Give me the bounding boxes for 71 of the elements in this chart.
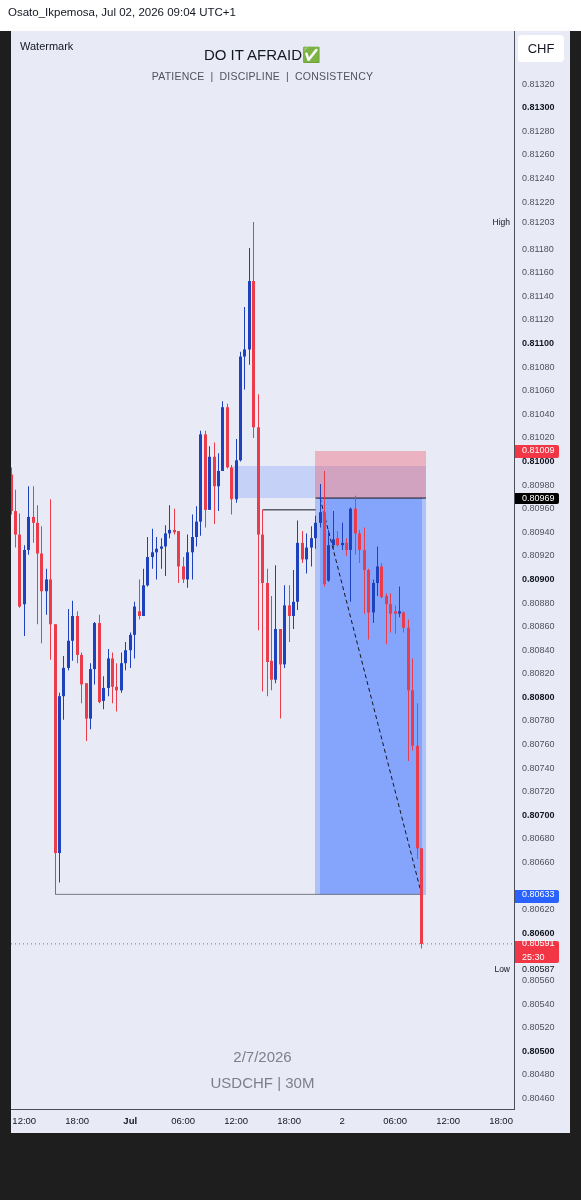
y-tick-label: 0.81000 — [522, 455, 555, 466]
text: PATIENCE | DISCIPLINE | CONSISTENCY — [150, 70, 375, 83]
y-tick-label: 0.80680 — [522, 833, 555, 844]
y-axis-title: CHF — [527, 41, 555, 56]
y-tick-label: 0.80700 — [522, 809, 555, 820]
x-tick-label: 06:00 — [171, 1115, 196, 1127]
y-tick-label: 0.80880 — [522, 597, 555, 608]
y-tick-label: 0.80500 — [522, 1045, 555, 1056]
x-tick-label: 06:00 — [383, 1115, 407, 1127]
y-tick-label: 0.80460 — [522, 1092, 555, 1103]
y-tick-label: 0.80980 — [522, 479, 555, 490]
y-tick-label: 0.81280 — [522, 125, 555, 136]
y-tick-label: 0.80960 — [522, 503, 555, 514]
y-tick-label: 0.81100 — [522, 338, 555, 349]
y-tick-label: 0.80760 — [522, 739, 555, 750]
x-tick-label: 2 — [339, 1115, 345, 1127]
y-tick-label: 0.80860 — [522, 621, 555, 632]
text: Osato_Ikpemosa, Jul 02, 2026 09:04 UTC+1 — [8, 6, 237, 20]
y-tick-label: 0.80940 — [522, 526, 555, 537]
y-tick-label: 0.81320 — [522, 78, 555, 89]
y-tick-label: 0.81220 — [522, 196, 555, 207]
y-tick-label: 0.80660 — [522, 856, 555, 867]
y-tick-label: 0.80780 — [522, 715, 555, 726]
annotation: High — [491, 217, 510, 228]
y-tick-label: 0.80540 — [522, 998, 555, 1009]
annotation: Watermark — [20, 40, 74, 52]
candlestick — [394, 605, 397, 634]
x-tick-label: 18:00 — [489, 1115, 513, 1127]
y-tick-label: 0.81160 — [522, 267, 554, 278]
y-tick-label: 0.80720 — [522, 786, 555, 797]
y-tick-label: 0.81080 — [522, 361, 555, 372]
annotation: Low — [493, 964, 510, 975]
y-tick-label: 0.80820 — [522, 668, 555, 679]
annotation: 2/7/2026 — [232, 1048, 293, 1066]
y-tick-label: 0.81120 — [522, 314, 554, 325]
y-tick-label: 0.81020 — [522, 432, 555, 443]
y-tick-label: 0.80600 — [522, 927, 555, 938]
y-tick-label: 0.80920 — [522, 550, 555, 561]
text: 0.80587 — [522, 963, 556, 975]
y-tick-label: 0.81180 — [522, 243, 554, 254]
y-tick-label: 0.80560 — [522, 974, 555, 985]
y-tick-label: 0.80591 — [522, 938, 555, 949]
y-tick-label: 0.81260 — [522, 149, 555, 160]
y-tick-label: 0.80800 — [522, 691, 555, 702]
x-tick-label: 12:00 — [224, 1115, 249, 1127]
text: 25:30 — [522, 951, 546, 963]
y-tick-label: 0.80840 — [522, 644, 555, 655]
y-tick-label: 0.81300 — [522, 102, 555, 113]
y-tick-label: 0.81203 — [522, 216, 555, 227]
x-tick-label: Jul — [123, 1115, 138, 1127]
y-tick-label: 0.81240 — [522, 172, 555, 183]
y-tick-label: 0.80900 — [522, 573, 555, 584]
y-tick-label: 0.80620 — [522, 904, 555, 915]
y-tick-label: 0.81009 — [522, 445, 555, 456]
x-tick-label: 12:00 — [436, 1115, 460, 1127]
text: DO IT AFRAID✅ — [203, 46, 322, 63]
y-tick-label: 0.81060 — [522, 385, 555, 396]
candlestick — [243, 306, 246, 390]
y-tick-label: 0.81040 — [522, 408, 555, 419]
y-tick-label: 0.81140 — [522, 290, 554, 301]
x-tick-label: 18:00 — [277, 1115, 302, 1127]
x-tick-label: 18:00 — [65, 1115, 90, 1127]
y-tick-label: 0.80969 — [522, 492, 555, 503]
candlestick — [138, 579, 141, 620]
y-tick-label: 0.80520 — [522, 1022, 555, 1033]
annotation: USDCHF | 30M — [209, 1074, 316, 1092]
y-tick-label: 0.80480 — [522, 1069, 555, 1080]
x-tick-label: 12:00 — [12, 1115, 37, 1127]
candlestick — [160, 538, 163, 569]
y-tick-label: 0.80740 — [522, 762, 555, 773]
y-tick-label: 0.80633 — [522, 888, 555, 899]
